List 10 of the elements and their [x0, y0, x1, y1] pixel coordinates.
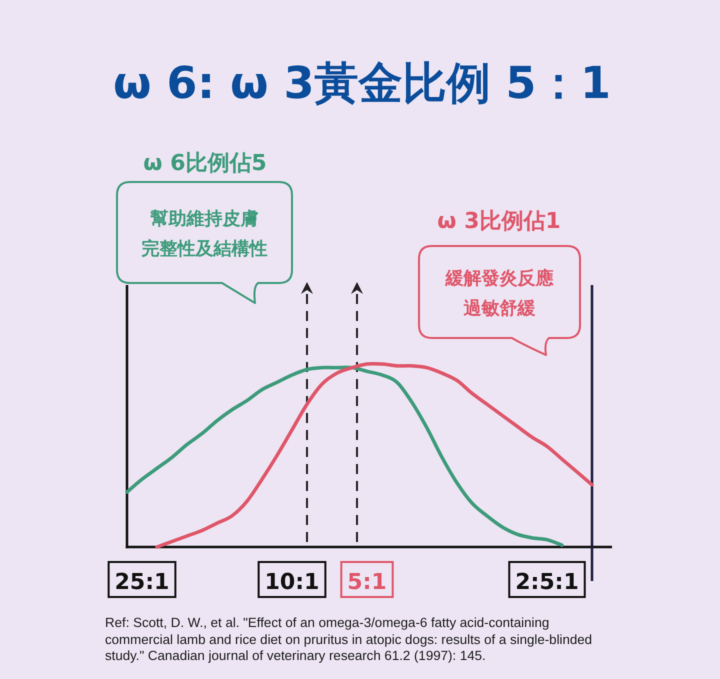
text: 緩解發炎反應過敏舒緩 — [444, 268, 554, 319]
x-tick-label: 2:5:1 — [515, 570, 579, 595]
chart-title: ω 6: ω 3黃金比例 5：1 — [113, 58, 611, 109]
text: Ref: Scott, D. W., et al. "Effect of an omega-3/omega-6 fatty acid-containing commercial lamb and rice diet on pruritus in atopic dogs: results of a single-blinded study." Canadian journal of veterinary research 61.2 (1997): 145. — [105, 615, 594, 664]
text: ω 6比例佔5 — [143, 151, 267, 176]
text: ω 3比例佔1 — [437, 209, 561, 234]
text: 幫助維持皮膚完整性及結構性 — [142, 208, 268, 260]
x-tick-label: 5:1 — [347, 570, 387, 595]
x-tick-label: 25:1 — [114, 570, 170, 595]
x-tick-label: 10:1 — [264, 570, 320, 595]
